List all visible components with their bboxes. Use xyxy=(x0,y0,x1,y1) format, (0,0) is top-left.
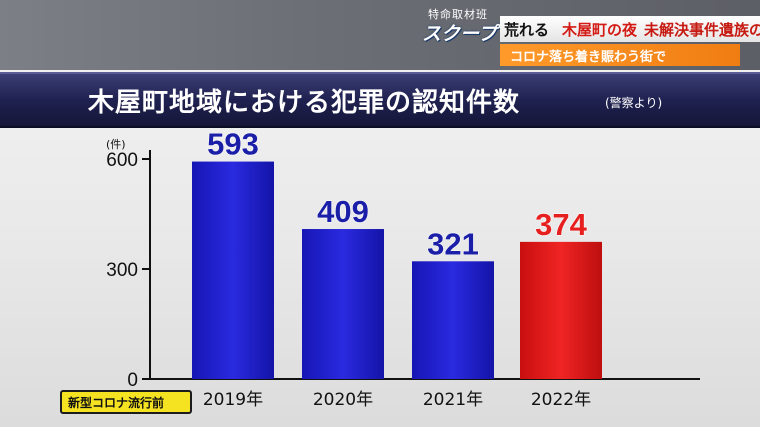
bar-value-label: 321 xyxy=(427,226,479,261)
subheadline-text: コロナ落ち着き賑わう街で xyxy=(510,50,667,65)
bar-value-label: 409 xyxy=(317,194,369,229)
program-logo: 特命取材班 スクープ xyxy=(414,6,500,46)
bar-value-label: 374 xyxy=(535,207,587,242)
chart-title: 木屋町地域における犯罪の認知件数 xyxy=(88,88,521,118)
y-tick-label: 600 xyxy=(106,150,138,171)
headline-part3: 未解決事件遺族の思い xyxy=(644,21,760,39)
annotation-text: 新型コロナ流行前 xyxy=(68,396,165,410)
headline-part2: 木屋町の夜 xyxy=(562,21,638,39)
broadcast-banner: 特命取材班 スクープ 荒れる 木屋町の夜 未解決事件遺族の思い コロナ落ち着き賑… xyxy=(0,0,760,70)
y-tick-label: 0 xyxy=(127,370,138,391)
y-axis-unit: (件) xyxy=(106,138,126,151)
headline-part1: 荒れる xyxy=(504,21,550,39)
bar-2021年 xyxy=(412,261,494,379)
subheadline-box: コロナ落ち着き賑わう街で xyxy=(500,44,740,66)
bar-value-label: 593 xyxy=(207,127,259,162)
chart-title-band: 木屋町地域における犯罪の認知件数 (警察より) xyxy=(0,72,760,128)
x-tick-label: 2022年 xyxy=(531,390,591,410)
bar-2022年 xyxy=(520,241,602,379)
bar-2020年 xyxy=(302,229,384,379)
source-note: (警察より) xyxy=(605,96,663,110)
y-tick-label: 300 xyxy=(106,260,138,281)
headline-box: 荒れる 木屋町の夜 未解決事件遺族の思い xyxy=(500,16,760,42)
logo-title: スクープ xyxy=(422,23,497,45)
logo-subtitle: 特命取材班 xyxy=(428,8,488,21)
x-tick-label: 2020年 xyxy=(313,390,373,410)
x-tick-label: 2021年 xyxy=(423,390,483,410)
bar-2019年 xyxy=(192,161,274,379)
x-tick-label: 2019年 xyxy=(203,390,263,410)
annotation-badge: 新型コロナ流行前 xyxy=(60,390,192,414)
